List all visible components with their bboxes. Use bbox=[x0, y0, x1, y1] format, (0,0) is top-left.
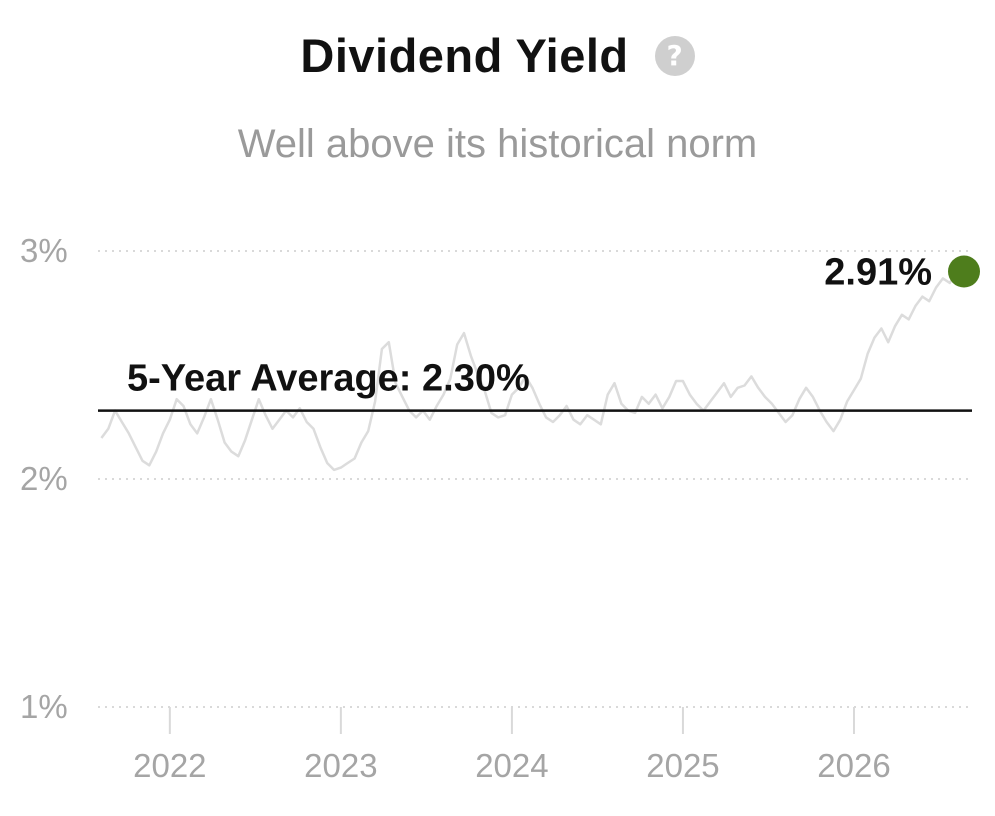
current-value-annotation: 2.91% bbox=[824, 252, 980, 294]
x-tick-label: 2025 bbox=[646, 747, 719, 784]
x-axis-ticks: 2022 2023 2024 2025 2026 bbox=[133, 707, 891, 784]
title-row: Dividend Yield ? bbox=[300, 28, 695, 83]
series-line bbox=[100, 270, 958, 472]
chart-header: Dividend Yield ? bbox=[0, 28, 995, 83]
average-reference: 5-Year Average: 2.30% bbox=[98, 358, 972, 412]
yield-series bbox=[100, 270, 958, 472]
chart-subtitle: Well above its historical norm bbox=[237, 122, 758, 166]
y-tick-label: 2% bbox=[20, 460, 68, 497]
y-tick-label: 1% bbox=[20, 688, 68, 725]
average-label: 5-Year Average: 2.30% bbox=[127, 358, 530, 400]
x-tick-label: 2022 bbox=[133, 747, 206, 784]
x-tick-label: 2024 bbox=[475, 747, 548, 784]
current-value-label: 2.91% bbox=[824, 252, 932, 294]
y-axis-ticks: 1% 2% 3% bbox=[20, 232, 68, 725]
current-value-point bbox=[948, 255, 980, 288]
grid-lines bbox=[98, 250, 972, 708]
x-tick-label: 2023 bbox=[304, 747, 377, 784]
chart-title: Dividend Yield bbox=[300, 29, 629, 82]
y-tick-label: 3% bbox=[20, 232, 68, 269]
question-circle-icon[interactable]: ? bbox=[654, 35, 695, 76]
x-tick-label: 2026 bbox=[817, 747, 890, 784]
